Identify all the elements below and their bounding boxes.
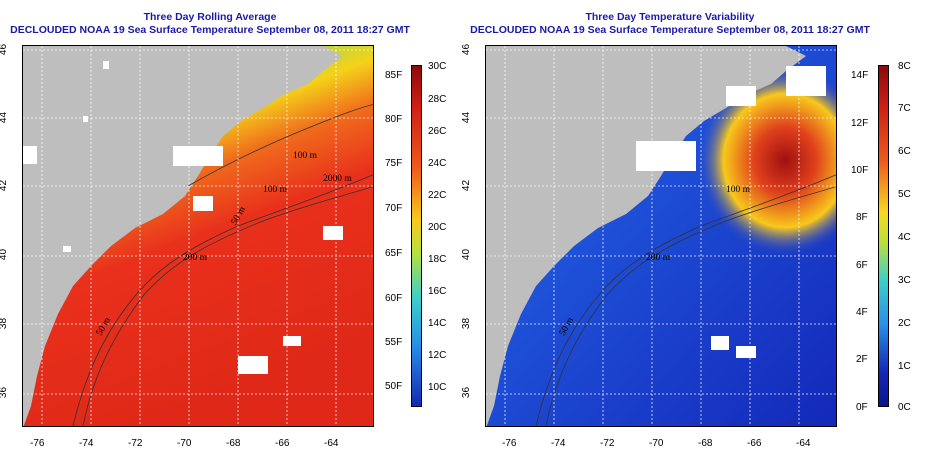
left-ytick-46: 46: [0, 43, 10, 56]
right-ytick-38: 38: [461, 317, 473, 330]
left-cb-c-30: 30C: [428, 61, 447, 72]
right-cb-f-14: 14F: [851, 70, 869, 81]
right-xtick-66: -66: [747, 438, 762, 449]
left-cb-c-22: 22C: [428, 190, 447, 201]
left-sst-map: 100 m 100 m 50 m 2000 m 200 m 50 m: [22, 45, 374, 427]
left-cb-f-85: 85F: [385, 70, 403, 81]
right-title: Three Day Temperature Variability DECLOU…: [470, 11, 870, 37]
left-xtick-74: -74: [79, 438, 94, 449]
right-colorbar: [878, 65, 889, 407]
right-cb-f-6: 6F: [856, 260, 868, 271]
left-cb-f-80: 80F: [385, 114, 403, 125]
right-ytick-42: 42: [461, 179, 473, 192]
right-cb-c-3: 3C: [898, 275, 911, 286]
right-cb-f-8: 8F: [856, 212, 868, 223]
left-title: Three Day Rolling Average DECLOUDED NOAA…: [10, 11, 410, 37]
right-cb-f-12: 12F: [851, 118, 869, 129]
left-title-line1: Three Day Rolling Average: [143, 11, 277, 23]
left-cb-f-60: 60F: [385, 293, 403, 304]
right-title-line1: Three Day Temperature Variability: [585, 11, 755, 23]
left-cb-c-24: 24C: [428, 158, 447, 169]
right-ytick-40: 40: [461, 248, 473, 261]
left-contour-label-2: 100 m: [263, 185, 288, 195]
right-xtick-64: -64: [796, 438, 811, 449]
right-cb-f-0: 0F: [856, 402, 868, 413]
right-cb-c-5: 5C: [898, 189, 911, 200]
left-xtick-72: -72: [128, 438, 143, 449]
right-xtick-76: -76: [502, 438, 517, 449]
left-cb-c-10: 10C: [428, 382, 447, 393]
right-cb-c-1: 1C: [898, 361, 911, 372]
left-contour-label-4: 2000 m: [323, 174, 352, 184]
left-ytick-44: 44: [0, 111, 10, 124]
right-cb-c-7: 7C: [898, 103, 911, 114]
left-xtick-66: -66: [275, 438, 290, 449]
right-cb-c-6: 6C: [898, 146, 911, 157]
left-title-line2: DECLOUDED NOAA 19 Sea Surface Temperatur…: [10, 24, 410, 36]
left-ytick-40: 40: [0, 248, 10, 261]
left-xtick-68: -68: [226, 438, 241, 449]
left-xtick-70: -70: [177, 438, 192, 449]
right-xtick-68: -68: [698, 438, 713, 449]
left-xtick-64: -64: [324, 438, 339, 449]
left-contour-label-1: 100 m: [293, 151, 318, 161]
left-cb-f-75: 75F: [385, 158, 403, 169]
left-ytick-42: 42: [0, 179, 10, 192]
left-cb-f-65: 65F: [385, 248, 403, 259]
left-cb-f-70: 70F: [385, 203, 403, 214]
right-cb-f-2: 2F: [856, 354, 868, 365]
right-contour-label-2: 200 m: [646, 253, 671, 263]
right-xtick-74: -74: [551, 438, 566, 449]
left-cb-c-16: 16C: [428, 286, 447, 297]
right-cb-f-10: 10F: [851, 165, 869, 176]
right-title-line2: DECLOUDED NOAA 19 Sea Surface Temperatur…: [470, 24, 870, 36]
left-ytick-36: 36: [0, 386, 10, 399]
left-ytick-38: 38: [0, 317, 10, 330]
right-cb-c-2: 2C: [898, 318, 911, 329]
left-cb-c-20: 20C: [428, 222, 447, 233]
right-ytick-36: 36: [461, 386, 473, 399]
right-ytick-46: 46: [461, 43, 473, 56]
right-xtick-72: -72: [600, 438, 615, 449]
right-variability-map: 100 m 200 m 50 m: [485, 45, 837, 427]
left-cb-f-55: 55F: [385, 337, 403, 348]
right-xtick-70: -70: [649, 438, 664, 449]
left-cb-c-26: 26C: [428, 126, 447, 137]
left-colorbar: [411, 65, 422, 407]
right-ytick-44: 44: [461, 111, 473, 124]
left-cb-c-12: 12C: [428, 350, 447, 361]
left-contour-label-5: 200 m: [183, 253, 208, 263]
right-cb-c-8: 8C: [898, 61, 911, 72]
left-xtick-76: -76: [30, 438, 45, 449]
left-cb-c-18: 18C: [428, 254, 447, 265]
right-cb-c-0: 0C: [898, 402, 911, 413]
right-cb-c-4: 4C: [898, 232, 911, 243]
left-cb-c-28: 28C: [428, 94, 447, 105]
right-contour-label-1: 100 m: [726, 185, 751, 195]
right-cb-f-4: 4F: [856, 307, 868, 318]
left-cb-c-14: 14C: [428, 318, 447, 329]
left-cb-f-50: 50F: [385, 381, 403, 392]
